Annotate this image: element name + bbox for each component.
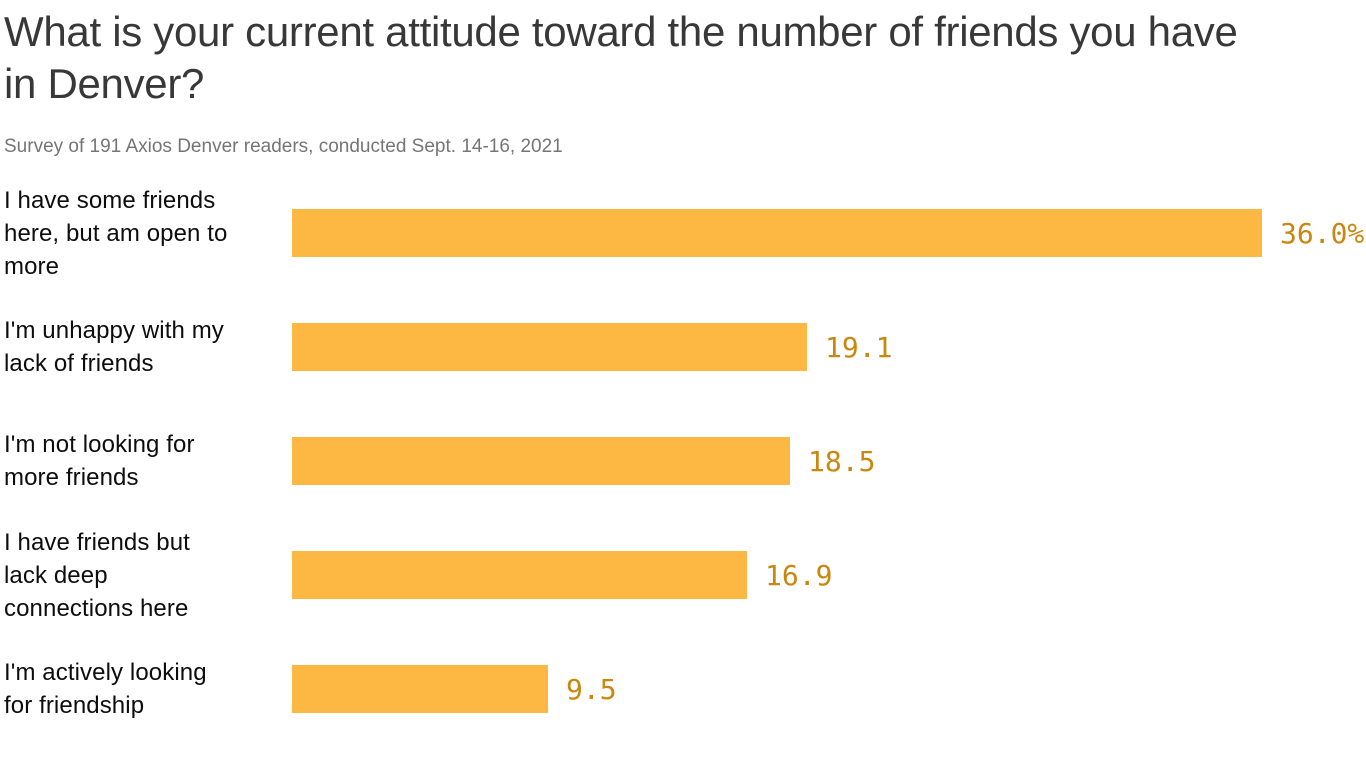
chart-row: I have some friends here, but am open to… bbox=[4, 176, 1366, 290]
value-label: 18.5 bbox=[808, 444, 876, 478]
value-label: 36.0% bbox=[1280, 216, 1365, 250]
category-label: I'm not looking for more friends bbox=[4, 431, 195, 491]
value-label: 9.5 bbox=[566, 672, 617, 706]
value-label: 19.1 bbox=[825, 330, 893, 364]
chart-subtitle: Survey of 191 Axios Denver readers, cond… bbox=[4, 136, 563, 157]
bar-track: 36.0% bbox=[292, 209, 1366, 257]
category-label: I have some friends here, but am open to… bbox=[4, 186, 228, 280]
bar bbox=[292, 665, 548, 713]
bar-chart: I have some friends here, but am open to… bbox=[4, 176, 1366, 746]
bar-track: 9.5 bbox=[292, 665, 1366, 713]
chart-row: I'm unhappy with my lack of friends 19.1 bbox=[4, 290, 1366, 404]
category-label: I have friends but lack deep connections… bbox=[4, 528, 190, 622]
category-label: I'm actively looking for friendship bbox=[4, 659, 207, 719]
chart-title: What is your current attitude toward the… bbox=[4, 8, 1238, 107]
bar bbox=[292, 437, 790, 485]
bar-track: 18.5 bbox=[292, 437, 1366, 485]
bar bbox=[292, 551, 747, 599]
bar bbox=[292, 323, 807, 371]
category-label: I'm unhappy with my lack of friends bbox=[4, 317, 224, 377]
bar bbox=[292, 209, 1262, 257]
bar-track: 16.9 bbox=[292, 551, 1366, 599]
chart-row: I'm actively looking for friendship 9.5 bbox=[4, 632, 1366, 746]
chart-row: I have friends but lack deep connections… bbox=[4, 518, 1366, 632]
value-label: 16.9 bbox=[765, 558, 833, 592]
chart-row: I'm not looking for more friends 18.5 bbox=[4, 404, 1366, 518]
survey-bar-chart-card: What is your current attitude toward the… bbox=[4, 8, 1366, 746]
bar-track: 19.1 bbox=[292, 323, 1366, 371]
